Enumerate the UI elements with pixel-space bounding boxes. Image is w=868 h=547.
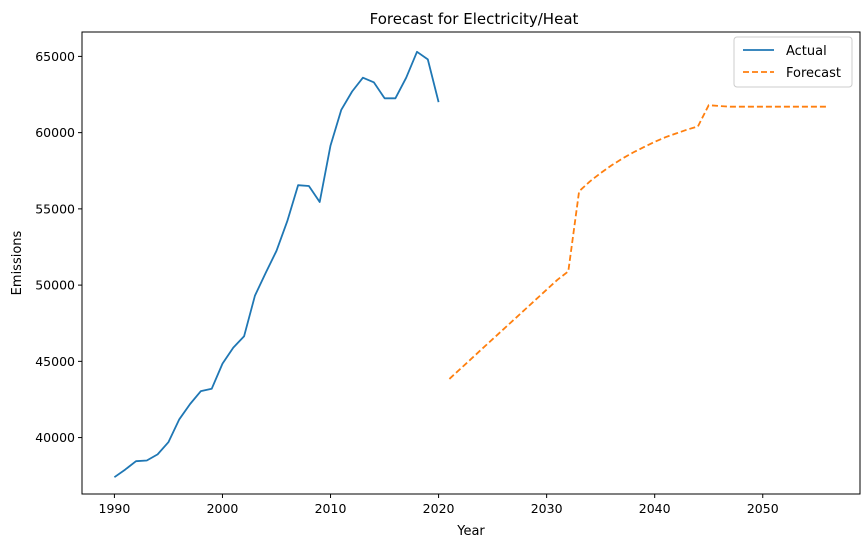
y-tick-label: 55000 [35, 201, 75, 216]
chart-title: Forecast for Electricity/Heat [370, 10, 579, 28]
plot-area [81, 31, 861, 495]
x-tick-label: 2020 [423, 501, 455, 516]
y-tick-label: 45000 [35, 354, 75, 369]
legend: Actual Forecast [733, 36, 853, 88]
x-tick-label: 1990 [99, 501, 131, 516]
y-axis-label: Emissions [10, 230, 25, 295]
y-tick-label: 60000 [35, 125, 75, 140]
series-line-actual [113, 50, 440, 478]
x-tick-label: 2040 [639, 501, 671, 516]
x-tick-label: 2030 [531, 501, 563, 516]
legend-forecast-label: Forecast [786, 66, 841, 81]
x-tick-label: 2010 [315, 501, 347, 516]
series-layer [113, 50, 828, 478]
series-line-forecast [448, 104, 828, 380]
y-tick-label: 50000 [35, 278, 75, 293]
x-axis-label: Year [456, 524, 485, 539]
y-tick-label: 40000 [35, 430, 75, 445]
legend-actual-label: Actual [786, 44, 827, 59]
y-axis: 40000 45000 50000 55000 60000 65000 [35, 49, 82, 445]
x-tick-label: 2050 [747, 501, 779, 516]
x-axis: 1990 2000 2010 2020 2030 2040 2050 [99, 494, 779, 516]
x-tick-label: 2000 [207, 501, 239, 516]
y-tick-label: 65000 [35, 49, 75, 64]
